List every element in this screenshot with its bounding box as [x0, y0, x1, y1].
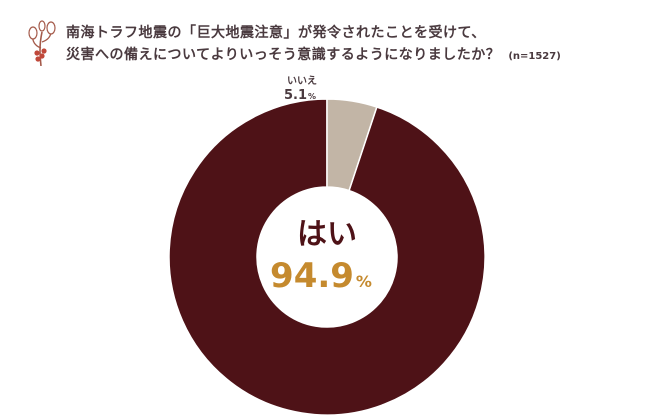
survey-question: 南海トラフ地震の「巨大地震注意」が発令されたことを受けて、 災害への備えについて… — [66, 22, 626, 68]
sample-size: (n=1527) — [508, 51, 561, 62]
label-no: いいえ — [287, 75, 317, 87]
slice-no — [326, 98, 378, 192]
label-yes: はい — [297, 217, 357, 252]
chart-header: 南海トラフ地震の「巨大地震注意」が発令されたことを受けて、 災害への備えについて… — [24, 14, 624, 74]
slice-yes — [168, 98, 486, 416]
nandina-branch-icon — [28, 20, 56, 66]
question-line-2: 災害への備えについてよりいっそう意識するようになりましたか？ (n=1527) — [66, 44, 626, 68]
value-no: 5.1% — [284, 88, 316, 103]
question-line-2-text: 災害への備えについてよりいっそう意識するようになりましたか？ — [66, 47, 501, 63]
question-line-1: 南海トラフ地震の「巨大地震注意」が発令されたことを受けて、 — [66, 25, 486, 41]
value-yes: 94.9% — [270, 256, 372, 296]
